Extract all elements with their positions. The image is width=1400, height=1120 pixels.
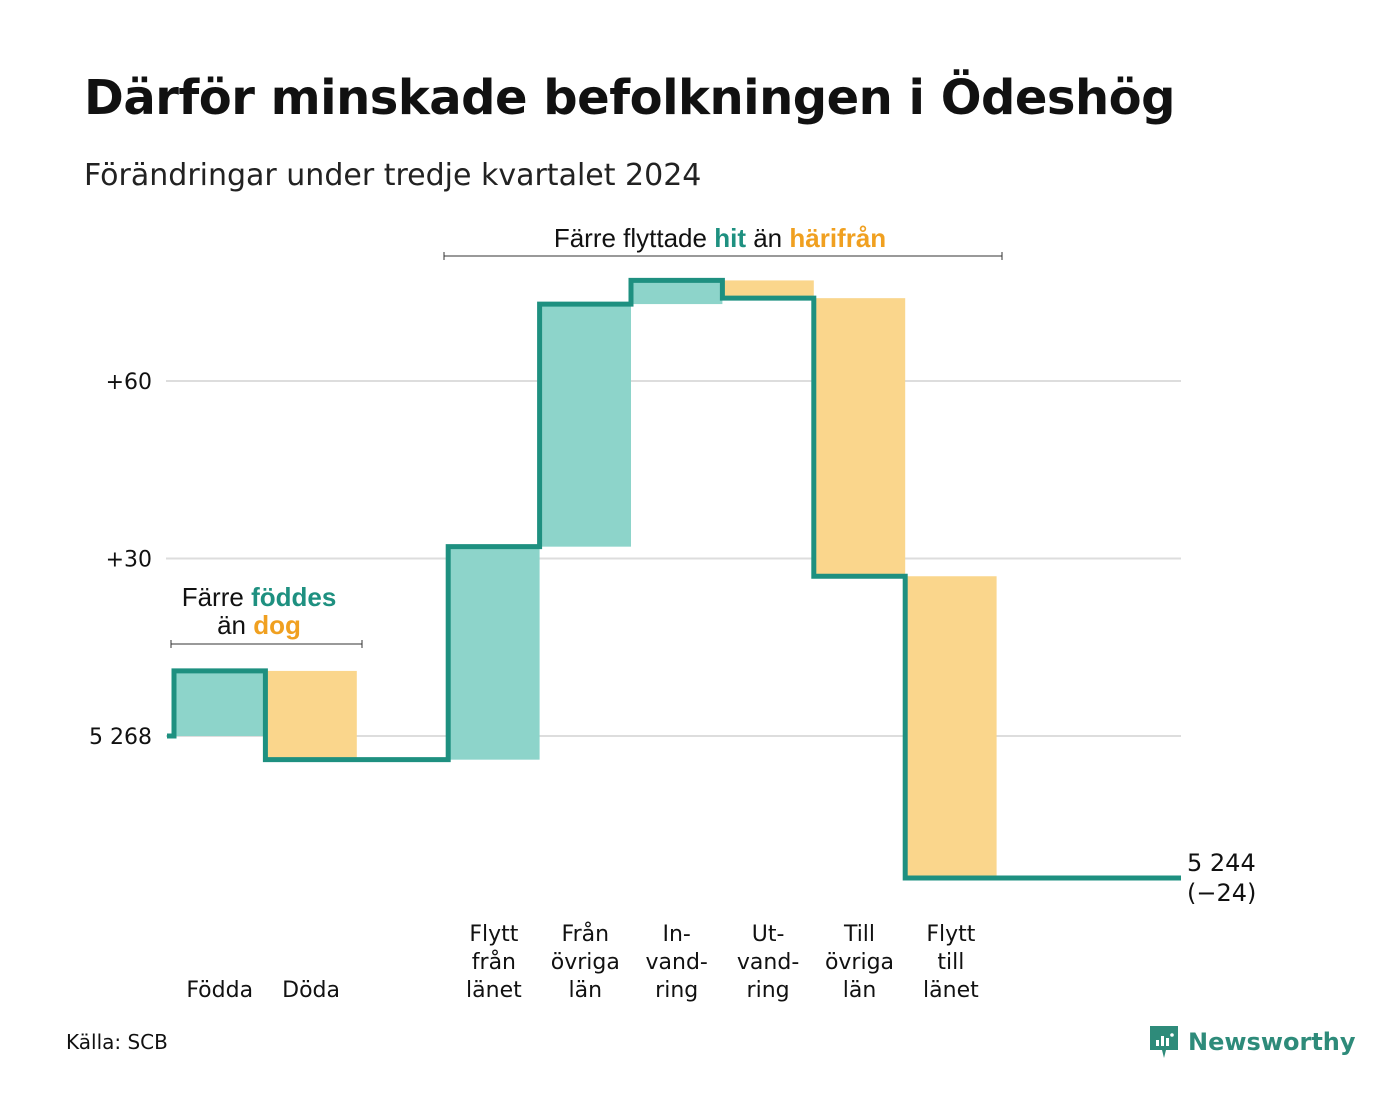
brand-name: Newsworthy: [1188, 1028, 1356, 1056]
category-label-3-0: Flytt: [469, 922, 518, 947]
migration-annotation: Färre flyttade hit än härifrån: [443, 223, 1003, 260]
births-annotation: Färre föddes än dog: [170, 582, 363, 648]
category-label-8-2: länet: [923, 978, 979, 1003]
births-annotation-line2: än dog: [217, 610, 301, 640]
chart-subtitle: Förändringar under tredje kvartalet 2024: [84, 158, 702, 193]
category-label-5-2: ring: [655, 978, 698, 1003]
bar-6: [722, 280, 814, 299]
bar-8: [905, 576, 997, 878]
category-label-7-2: län: [843, 978, 877, 1003]
category-label-5-1: vand-: [646, 950, 708, 975]
category-label-3-2: länet: [466, 978, 522, 1003]
category-label-4-0: Från: [562, 921, 610, 947]
category-label-6-2: ring: [747, 978, 790, 1003]
category-label-0-0: Födda: [186, 978, 253, 1003]
category-label-8-1: till: [937, 950, 964, 975]
source-note: Källa: SCB: [66, 1030, 168, 1054]
migration-annotation-text: Färre flyttade hit än härifrån: [554, 223, 886, 253]
bar-0: [174, 670, 266, 736]
category-label-6-1: vand-: [737, 950, 799, 975]
brand-logo: Newsworthy: [1148, 1024, 1356, 1060]
births-annotation-line1: Färre föddes: [182, 582, 337, 612]
line-layer: [167, 277, 1181, 881]
category-label-4-2: län: [569, 978, 603, 1003]
y-tick-label-1: +30: [106, 548, 152, 573]
chart-title: Därför minskade befolkningen i Ödeshög: [84, 70, 1176, 126]
end-change-label: (−24): [1187, 879, 1256, 907]
category-label-6-0: Ut-: [752, 922, 785, 947]
category-label-7-1: övriga: [825, 950, 894, 975]
cumulative-step-line: [167, 277, 1181, 881]
category-label-1-0: Döda: [282, 978, 340, 1003]
category-label-8-0: Flytt: [926, 922, 975, 947]
bar-1: [265, 670, 357, 760]
bar-3: [448, 546, 540, 760]
newsworthy-logo-icon: [1150, 1026, 1178, 1058]
end-value-label: 5 244: [1187, 849, 1256, 877]
bar-7: [813, 298, 906, 577]
category-label-3-1: från: [472, 949, 516, 975]
y-tick-label-0: 5 268: [89, 725, 152, 750]
category-label-5-0: In-: [663, 922, 691, 947]
bar-5: [631, 280, 723, 305]
label-layer: Födda DödaFlyttfrånlänetFrånövrigalänIn-v…: [186, 921, 979, 1003]
category-label-4-1: övriga: [551, 950, 620, 975]
bar-4: [539, 304, 631, 547]
bar-layer: [174, 280, 997, 878]
y-tick-label-2: +60: [106, 370, 152, 395]
category-label-7-0: Till: [843, 922, 875, 947]
